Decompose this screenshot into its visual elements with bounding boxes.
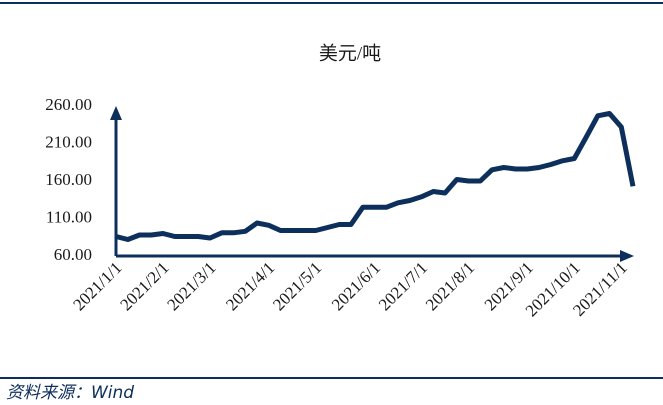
- line: [115, 111, 636, 242]
- x-tick-label: 2021/3/1: [163, 258, 219, 314]
- x-tick-label: 2021/4/1: [222, 258, 278, 314]
- x-tick-label: 2021/1/1: [69, 258, 125, 314]
- x-tick-label: 2021/8/1: [422, 258, 478, 314]
- x-axis-arrow: [620, 250, 634, 262]
- y-tick-label: 160.00: [45, 170, 92, 189]
- y-tick-label: 260.00: [45, 95, 92, 114]
- chart-title: 美元/吨: [319, 42, 381, 64]
- x-tick-label: 2021/7/1: [375, 258, 431, 314]
- x-tick-label: 2021/5/1: [269, 258, 325, 314]
- y-tick-label: 110.00: [46, 207, 92, 226]
- y-axis-arrow: [110, 106, 122, 120]
- source: 资料来源：Wind: [6, 383, 134, 403]
- x-tick-label: 2021/2/1: [116, 258, 172, 314]
- x-tick-label: 2021/6/1: [328, 258, 384, 314]
- y-tick-label: 210.00: [45, 132, 92, 151]
- y-tick-label: 60.00: [54, 245, 92, 264]
